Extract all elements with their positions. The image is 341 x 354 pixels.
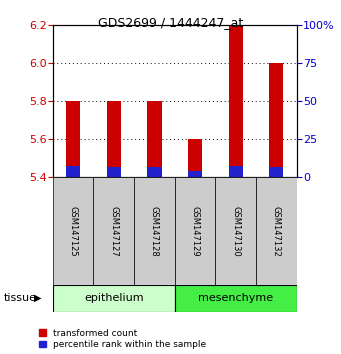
Bar bbox=[66, 166, 80, 177]
Text: GSM147132: GSM147132 bbox=[272, 206, 281, 256]
Bar bbox=[228, 25, 243, 177]
Bar bbox=[53, 177, 93, 285]
Bar bbox=[175, 177, 216, 285]
Text: GSM147127: GSM147127 bbox=[109, 206, 118, 256]
Bar bbox=[269, 167, 283, 177]
Bar bbox=[228, 166, 243, 177]
Text: GSM147130: GSM147130 bbox=[231, 206, 240, 256]
Bar bbox=[66, 101, 80, 177]
Bar bbox=[147, 101, 162, 177]
Bar bbox=[256, 177, 297, 285]
Bar bbox=[269, 63, 283, 177]
Text: mesenchyme: mesenchyme bbox=[198, 293, 273, 303]
Text: tissue: tissue bbox=[3, 293, 36, 303]
Bar bbox=[107, 101, 121, 177]
Bar bbox=[53, 285, 175, 312]
Bar bbox=[93, 177, 134, 285]
Text: ▶: ▶ bbox=[34, 293, 42, 303]
Bar bbox=[134, 177, 175, 285]
Bar bbox=[147, 167, 162, 177]
Bar bbox=[188, 139, 202, 177]
Text: GSM147125: GSM147125 bbox=[69, 206, 78, 256]
Legend: transformed count, percentile rank within the sample: transformed count, percentile rank withi… bbox=[39, 329, 206, 349]
Bar bbox=[188, 171, 202, 177]
Text: epithelium: epithelium bbox=[84, 293, 144, 303]
Text: GDS2699 / 1444247_at: GDS2699 / 1444247_at bbox=[98, 16, 243, 29]
Text: GSM147129: GSM147129 bbox=[191, 206, 199, 256]
Bar bbox=[175, 285, 297, 312]
Bar bbox=[216, 177, 256, 285]
Bar bbox=[107, 167, 121, 177]
Text: GSM147128: GSM147128 bbox=[150, 206, 159, 256]
